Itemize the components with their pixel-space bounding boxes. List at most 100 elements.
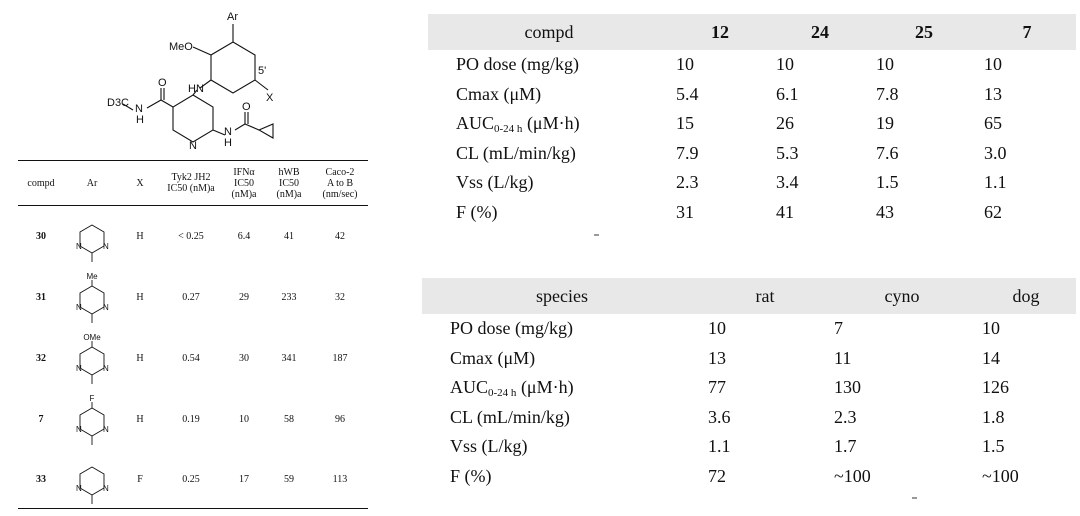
pk1-value-cell: 43	[876, 201, 894, 222]
pk2-value-cell: 126	[982, 377, 1009, 398]
pk1-value-cell: 19	[876, 113, 894, 134]
scaffold-d3c-label: D3C	[107, 97, 129, 109]
sar-cell-compd: 30	[36, 231, 46, 242]
sar-cell-x: F	[120, 450, 160, 509]
sar-cell-tyk2: 0.27	[182, 292, 200, 303]
pk2-value-cell: 10	[982, 318, 1000, 339]
sar-cell-x: H	[136, 353, 144, 364]
ring-nitrogen-label: N	[76, 242, 82, 251]
pk1-value-cell: 26	[776, 113, 794, 134]
pyrimidine-ring-icon: OMe N N	[76, 333, 109, 384]
pk2-value-cell: 72	[708, 465, 726, 486]
sar-cell-hwb: 233	[281, 292, 297, 303]
ar-substituent-label: OMe	[83, 333, 101, 342]
pk1-value-cell: 13	[984, 83, 1002, 104]
pk2-value-cell: ~100	[982, 465, 1019, 486]
pk2-row-label: Vss (L/kg)	[450, 436, 528, 457]
pk1-table-body: PO dose (mg/kg) 10 10 10 10 Cmax (μM) 5.4 6.1 7.…	[428, 50, 1076, 227]
scaffold-x-label: X	[266, 92, 274, 104]
pk2-value-cell: 7	[834, 318, 843, 339]
ring-nitrogen-label: N	[103, 242, 109, 251]
pk1-value-cell: 7.8	[876, 83, 899, 104]
stray-mark	[912, 497, 917, 499]
pk1-row: Cmax (μM) 5.4 6.1 7.8 13	[428, 80, 1076, 110]
sar-cell-hwb: 59	[266, 450, 312, 509]
sar-cell-x: H	[136, 414, 144, 425]
pk1-header-25: 25	[870, 14, 978, 50]
pk1-value-cell: 10	[676, 54, 694, 75]
pk1-value-cell: 10	[776, 54, 794, 75]
label-units: (μM·h)	[516, 376, 574, 397]
stray-mark	[594, 234, 599, 236]
sar-panel: Ar MeO 5' X HN O D3C N H N N H O compd A…	[18, 0, 368, 516]
ar-substituent-label: Me	[86, 272, 98, 281]
pk1-value-cell: 10	[984, 54, 1002, 75]
label-subscript: 0-24 h	[488, 386, 517, 399]
pk2-value-cell: 14	[982, 347, 1000, 368]
sar-row: 32 OMe N N H 0.54 30 341 187	[18, 328, 368, 389]
sar-cell-ifn: 10	[239, 414, 249, 425]
scaffold-ar-label: Ar	[227, 11, 238, 23]
pk1-value-cell: 2.3	[676, 172, 699, 193]
scaffold-amide-n: N	[135, 103, 143, 115]
pk1-header-row: compd 12 24 25 7	[428, 14, 1076, 50]
pk1-row-label: Cmax (μM)	[456, 83, 542, 104]
sar-cell-compd: 33	[18, 450, 64, 509]
sar-cell-tyk2: 0.25	[160, 450, 222, 509]
scaffold-o2-label: O	[242, 101, 251, 113]
pk2-row: CL (mL/min/kg) 3.6 2.3 1.8	[422, 403, 1076, 433]
pk2-header-row: species rat cyno dog	[422, 278, 1076, 314]
pk1-row: Vss (L/kg) 2.3 3.4 1.5 1.1	[428, 168, 1076, 198]
sar-row: 31 Me N N H 0.27 29 233 32	[18, 267, 368, 328]
sar-cell-caco: 96	[335, 414, 345, 425]
pk1-value-cell: 7.9	[676, 142, 699, 163]
pk1-value-cell: 65	[984, 113, 1002, 134]
pk1-value-cell: 10	[876, 54, 894, 75]
sar-cell-hwb: 41	[284, 231, 294, 242]
pyrimidine-ring-icon: F N N	[76, 394, 109, 445]
pk2-row-label: AUC0-24 h (μM·h)	[422, 373, 702, 403]
scaffold-pyridine-n: N	[189, 140, 197, 152]
sar-row: 30 N N H < 0.25 6.4 41 42	[18, 206, 368, 268]
ring-nitrogen-label: N	[76, 484, 82, 493]
scaffold-drawing: Ar MeO 5' X HN O D3C N H N N H O	[107, 11, 274, 152]
pk1-value-cell: 5.4	[676, 83, 699, 104]
ring-nitrogen-label: N	[103, 303, 109, 312]
label-subscript: 0-24 h	[494, 122, 523, 135]
pk1-header-12: 12	[670, 14, 770, 50]
sar-cell-caco: 42	[335, 231, 345, 242]
sar-cell-ifn: 29	[239, 292, 249, 303]
pk2-header-dog: dog	[976, 278, 1076, 314]
pk1-value-cell: 41	[776, 201, 794, 222]
sar-header-x: X	[120, 160, 160, 206]
sar-cell-x: H	[136, 231, 144, 242]
pk1-value-cell: 1.5	[876, 172, 899, 193]
sar-cell-caco: 113	[312, 450, 368, 509]
pk1-value-cell: 31	[676, 201, 694, 222]
scaffold-5prime-label: 5'	[258, 65, 266, 77]
sar-cell-x: H	[136, 292, 144, 303]
pk1-row-label: F (%)	[456, 201, 498, 222]
scaffold-structure: Ar MeO 5' X HN O D3C N H N N H O	[103, 2, 303, 152]
pk1-row-label: Vss (L/kg)	[456, 172, 534, 193]
sar-cell-tyk2: 0.54	[182, 353, 200, 364]
ring-nitrogen-label: N	[103, 364, 109, 373]
sar-cell-ifn: 6.4	[237, 231, 251, 242]
pk2-value-cell: 11	[834, 347, 852, 368]
pk1-header-7: 7	[978, 14, 1076, 50]
pk2-value-cell: 3.6	[708, 406, 731, 427]
pk2-row-label: PO dose (mg/kg)	[450, 318, 573, 339]
pk1-header-24: 24	[770, 14, 870, 50]
pk2-row: Vss (L/kg) 1.1 1.7 1.5	[422, 432, 1076, 462]
sar-cell-hwb: 58	[284, 414, 294, 425]
pyrimidine-ring-icon: Me N N	[76, 272, 109, 323]
sar-header-tyk2: Tyk2 JH2 IC50 (nM)a	[160, 160, 222, 206]
pk1-row-label: PO dose (mg/kg)	[456, 54, 579, 75]
sar-row: 33 N N F 0.25 17 59 113	[18, 450, 368, 509]
pk1-value-cell: 1.1	[984, 172, 1007, 193]
sar-header-compd: compd	[18, 160, 64, 206]
pk1-row-label: CL (mL/min/kg)	[456, 142, 576, 163]
pk2-row: AUC0-24 h (μM·h) 77 130 126	[422, 373, 1076, 403]
